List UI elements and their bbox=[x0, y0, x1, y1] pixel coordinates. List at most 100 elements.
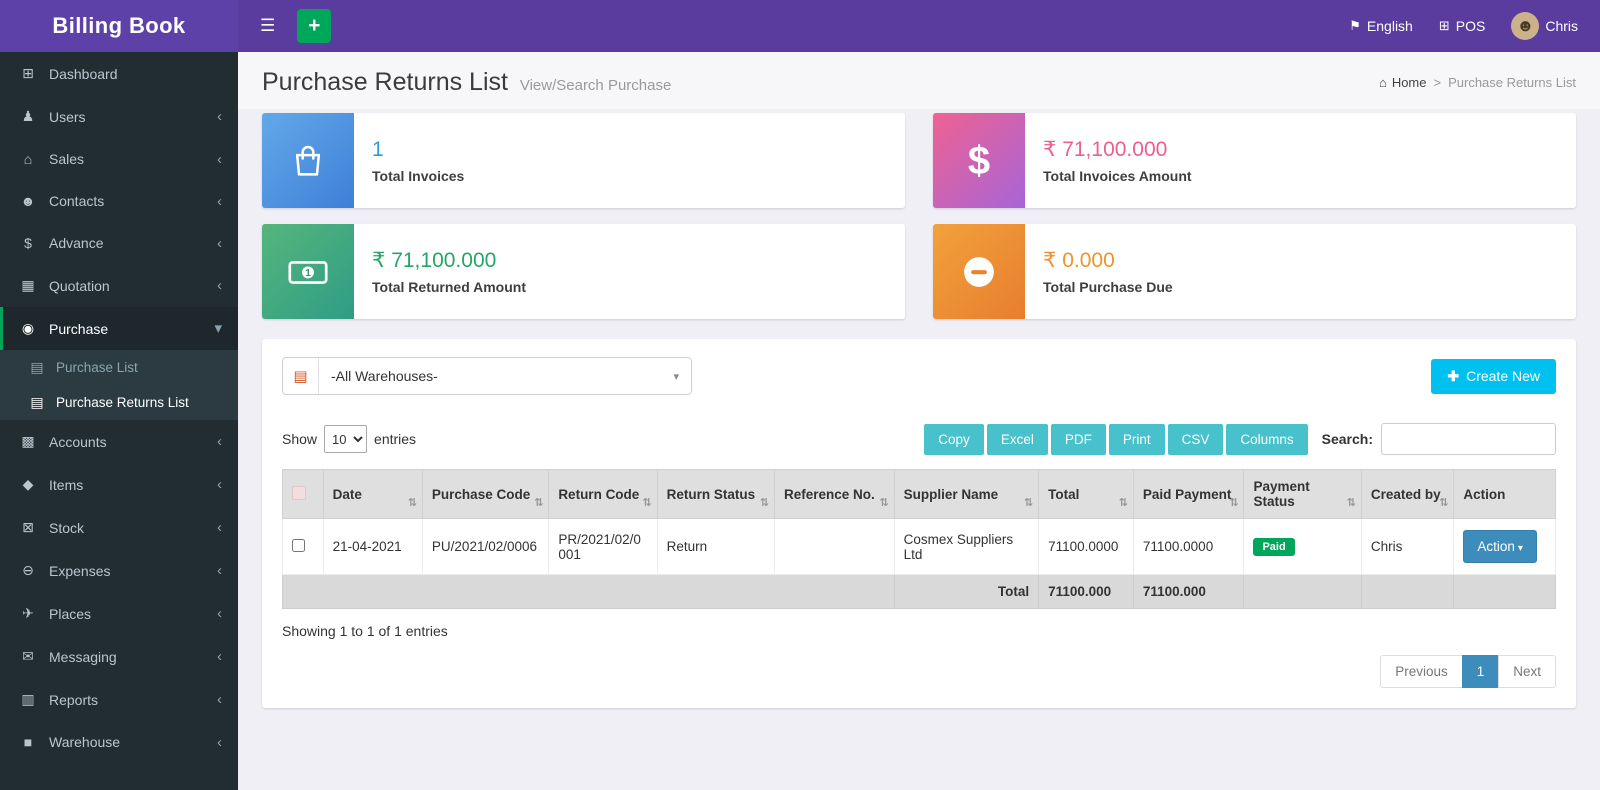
quick-add-button[interactable]: + bbox=[297, 9, 332, 43]
stat-card-total-invoices: 1 Total Invoices bbox=[262, 113, 905, 208]
export-copy-button[interactable]: Copy bbox=[924, 423, 984, 455]
export-excel-button[interactable]: Excel bbox=[986, 423, 1048, 455]
row-action-button[interactable]: Action ▾ bbox=[1463, 530, 1537, 563]
user-menu[interactable]: ☻ Chris bbox=[1511, 12, 1578, 40]
sidebar-item-label: Advance bbox=[49, 235, 104, 251]
banknote-icon: 1 bbox=[262, 224, 354, 319]
hamburger-menu-icon[interactable]: ☰ bbox=[260, 16, 276, 35]
sidebar-subitem-purchase-returns-list[interactable]: ▤ Purchase Returns List bbox=[0, 385, 238, 420]
pagination-page-1[interactable]: 1 bbox=[1461, 655, 1500, 688]
sidebar-item-messaging[interactable]: ✉ Messaging ‹ bbox=[0, 635, 238, 678]
sidebar-item-accounts[interactable]: ▩ Accounts ‹ bbox=[0, 420, 238, 463]
sidebar-item-reports[interactable]: ▥ Reports ‹ bbox=[0, 678, 238, 721]
column-header-total[interactable]: Total ⇅ bbox=[1038, 469, 1134, 519]
sidebar-item-items[interactable]: ◆ Items ‹ bbox=[0, 463, 238, 506]
reports-icon: ▥ bbox=[21, 691, 35, 707]
sidebar-item-label: Purchase bbox=[49, 320, 109, 337]
stat-value: ₹ 0.000 bbox=[1043, 249, 1115, 272]
sidebar-item-dashboard[interactable]: ⊞ Dashboard bbox=[0, 52, 238, 95]
language-selector[interactable]: ⚑ English bbox=[1349, 18, 1413, 34]
messaging-icon: ✉ bbox=[22, 648, 34, 664]
pos-button[interactable]: ⊞ POS bbox=[1439, 18, 1485, 34]
export-csv-button[interactable]: CSV bbox=[1167, 423, 1224, 455]
sidebar-item-users[interactable]: ♟ Users ‹ bbox=[0, 95, 238, 138]
export-columns-button[interactable]: Columns bbox=[1226, 423, 1308, 455]
stat-value: ₹ 71,100.000 bbox=[372, 249, 497, 272]
items-icon: ◆ bbox=[22, 476, 34, 492]
sort-icon: ⇅ bbox=[534, 497, 544, 509]
brand-logo[interactable]: Billing Book bbox=[0, 0, 238, 52]
avatar: ☻ bbox=[1511, 12, 1540, 40]
select-all-checkbox[interactable] bbox=[292, 485, 306, 500]
sidebar-item-quotation[interactable]: ▦ Quotation ‹ bbox=[0, 264, 238, 307]
stat-value: 1 bbox=[372, 137, 384, 161]
sidebar-item-label: Accounts bbox=[49, 433, 107, 450]
sort-icon: ⇅ bbox=[407, 497, 417, 509]
stat-label: Total Purchase Due bbox=[1043, 279, 1173, 295]
sort-icon: ⇅ bbox=[1229, 497, 1239, 509]
stat-label: Total Returned Amount bbox=[372, 279, 526, 295]
accounts-icon: ▩ bbox=[21, 433, 35, 449]
sidebar-item-stock[interactable]: ⊠ Stock ‹ bbox=[0, 506, 238, 549]
expenses-icon: ⊖ bbox=[22, 562, 34, 578]
chevron-left-icon: ‹ bbox=[217, 108, 222, 125]
create-new-button[interactable]: ✚ Create New bbox=[1431, 358, 1556, 394]
breadcrumb-separator: > bbox=[1433, 75, 1442, 90]
column-header-purchase-code[interactable]: Purchase Code ⇅ bbox=[421, 469, 550, 519]
export-buttons: Copy Excel PDF Print CSV Columns bbox=[924, 423, 1308, 455]
column-header-created-by[interactable]: Created by ⇅ bbox=[1360, 469, 1455, 519]
search-input[interactable] bbox=[1381, 423, 1556, 455]
pagination-next[interactable]: Next bbox=[1498, 655, 1556, 688]
chevron-left-icon: ‹ bbox=[217, 648, 222, 665]
warehouse-select[interactable]: ▤ -All Warehouses- ▾ bbox=[282, 357, 692, 395]
sidebar: Billing Book ⊞ Dashboard ♟ Users ‹ ⌂ Sales ‹ ☻ Co… bbox=[0, 0, 238, 790]
dashboard-icon: ⊞ bbox=[22, 65, 34, 81]
table-footer-row: Total 71100.000 71100.000 bbox=[282, 574, 1556, 609]
minus-circle-icon bbox=[933, 224, 1025, 319]
sidebar-item-purchase[interactable]: ◉ Purchase ▾ bbox=[0, 307, 238, 350]
cell-action: Action ▾ bbox=[1453, 518, 1556, 575]
sidebar-subitem-label: Purchase List bbox=[56, 360, 138, 375]
users-icon: ♟ bbox=[21, 108, 35, 124]
chevron-left-icon: ‹ bbox=[217, 234, 222, 252]
sidebar-submenu-purchase: ▤ Purchase List ▤ Purchase Returns List bbox=[0, 350, 238, 420]
column-header-paid-payment[interactable]: Paid Payment ⇅ bbox=[1132, 469, 1245, 519]
sidebar-item-warehouse[interactable]: ■ Warehouse ‹ bbox=[0, 721, 238, 763]
cell-return-status: Return bbox=[656, 518, 776, 575]
shopping-bag-icon bbox=[262, 113, 354, 208]
column-header-return-status[interactable]: Return Status ⇅ bbox=[656, 469, 776, 519]
sidebar-item-places[interactable]: ✈ Places ‹ bbox=[0, 592, 238, 635]
sidebar-item-label: Sales bbox=[49, 151, 85, 167]
chevron-left-icon: ‹ bbox=[217, 733, 222, 751]
sidebar-item-contacts[interactable]: ☻ Contacts ‹ bbox=[0, 180, 238, 222]
main-area: ☰ + ⚑ English ⊞ POS ☻ Chris bbox=[238, 0, 1600, 790]
column-header-date[interactable]: Date ⇅ bbox=[322, 469, 423, 519]
sort-icon: ⇅ bbox=[879, 497, 889, 509]
column-header-reference-no[interactable]: Reference No. ⇅ bbox=[774, 469, 895, 519]
list-icon: ▤ bbox=[30, 359, 44, 375]
sidebar-subitem-purchase-list[interactable]: ▤ Purchase List bbox=[0, 350, 238, 385]
breadcrumb-home[interactable]: ⌂ Home bbox=[1378, 75, 1427, 90]
sidebar-item-expenses[interactable]: ⊖ Expenses ‹ bbox=[0, 549, 238, 592]
sidebar-item-sales[interactable]: ⌂ Sales ‹ bbox=[0, 138, 238, 180]
page-size-select[interactable]: 10 bbox=[324, 425, 368, 453]
pagination-previous[interactable]: Previous bbox=[1380, 655, 1463, 688]
sidebar-item-label: Users bbox=[49, 108, 86, 125]
sidebar-item-label: Expenses bbox=[49, 562, 111, 579]
sidebar-item-advance[interactable]: $ Advance ‹ bbox=[0, 222, 238, 264]
stat-value: ₹ 71,100.000 bbox=[1043, 138, 1168, 161]
cell-return-code: PR/2021/02/0001 bbox=[548, 518, 658, 575]
home-icon: ⌂ bbox=[1378, 75, 1387, 90]
column-header-action: Action bbox=[1453, 469, 1556, 519]
dollar-icon: $ bbox=[933, 113, 1025, 208]
export-print-button[interactable]: Print bbox=[1108, 423, 1165, 455]
stat-card-total-purchase-due: ₹ 0.000 Total Purchase Due bbox=[933, 224, 1576, 319]
cell-paid-payment: 71100.0000 bbox=[1132, 518, 1245, 575]
row-checkbox[interactable] bbox=[292, 538, 305, 552]
cell-created-by: Chris bbox=[1360, 518, 1455, 575]
column-header-payment-status[interactable]: Payment Status ⇅ bbox=[1243, 469, 1362, 519]
sidebar-item-label: Places bbox=[49, 605, 92, 622]
column-header-return-code[interactable]: Return Code ⇅ bbox=[548, 469, 658, 519]
export-pdf-button[interactable]: PDF bbox=[1050, 423, 1106, 455]
column-header-supplier-name[interactable]: Supplier Name ⇅ bbox=[893, 469, 1040, 519]
